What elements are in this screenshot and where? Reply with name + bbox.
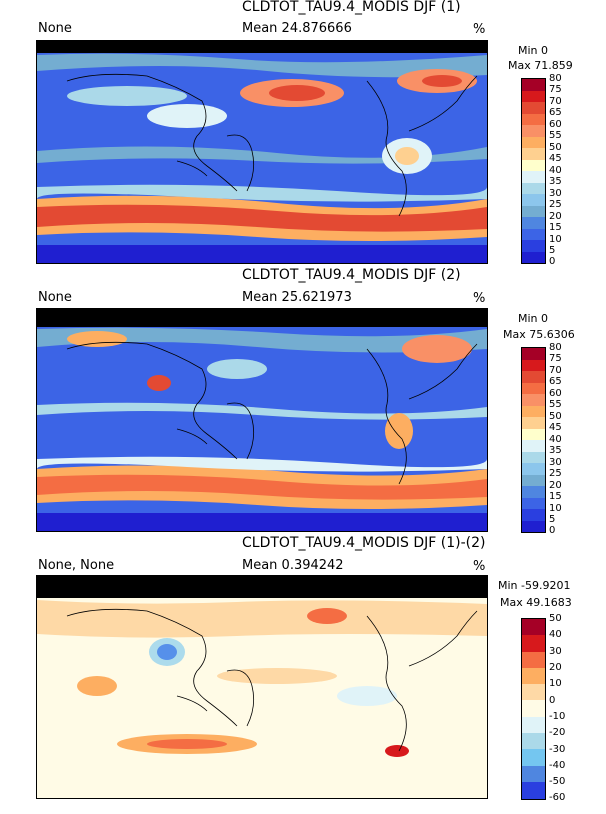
- panel3-tick: 0: [549, 695, 556, 706]
- panel1-tick: 45: [549, 153, 562, 164]
- panel3-tick: -60: [549, 792, 566, 803]
- panel2-tick: 10: [549, 503, 562, 514]
- panel3-tick: 10: [549, 678, 562, 689]
- panel1-tick: 70: [549, 96, 562, 107]
- panel1-tick: 75: [549, 84, 562, 95]
- panel2-tick: 65: [549, 376, 562, 387]
- panel1-tick: 10: [549, 234, 562, 245]
- panel1-tick: 25: [549, 199, 562, 210]
- panel2-tick: 40: [549, 434, 562, 445]
- panel1-tick: 15: [549, 222, 562, 233]
- panel1-tick: 30: [549, 188, 562, 199]
- panel2-unit: %: [473, 291, 486, 306]
- panel3-title: CLDTOT_TAU9.4_MODIS DJF (1)-(2): [242, 535, 486, 551]
- panel3-left-label: None, None: [38, 558, 115, 573]
- panel1-tick: 60: [549, 119, 562, 130]
- panel1-tick: 20: [549, 211, 562, 222]
- panel1-tick: 35: [549, 176, 562, 187]
- panel3-mean: Mean 0.394242: [242, 558, 344, 573]
- panel2-tick: 15: [549, 491, 562, 502]
- panel3-map: [36, 575, 488, 799]
- panel2-tick: 35: [549, 445, 562, 456]
- panel2-title: CLDTOT_TAU9.4_MODIS DJF (2): [242, 267, 461, 283]
- panel2-min: Min 0: [518, 312, 549, 325]
- panel2-left-label: None: [38, 290, 72, 305]
- panel1-max: Max 71.859: [508, 59, 573, 72]
- panel2-tick: 50: [549, 411, 562, 422]
- panel1-tick: 40: [549, 165, 562, 176]
- panel2-tick: 80: [549, 342, 562, 353]
- panel1-min: Min 0: [518, 44, 549, 57]
- panel3-tick: -30: [549, 744, 566, 755]
- panel1-map: [36, 40, 488, 264]
- panel3-tick: 30: [549, 646, 562, 657]
- panel3-tick: 20: [549, 662, 562, 673]
- panel1-colorbar: [521, 78, 546, 264]
- panel2-tick: 75: [549, 353, 562, 364]
- panel3-tick: -20: [549, 727, 566, 738]
- panel2-tick: 30: [549, 457, 562, 468]
- panel1-title: CLDTOT_TAU9.4_MODIS DJF (1): [242, 0, 461, 15]
- panel1-tick: 0: [549, 256, 556, 267]
- panel3-tick: -50: [549, 776, 566, 787]
- panel3-colorbar: [521, 618, 546, 800]
- panel3-tick: 40: [549, 629, 562, 640]
- panel3-min: Min -59.9201: [498, 579, 571, 592]
- panel3-unit: %: [473, 559, 486, 574]
- panel2-tick: 20: [549, 480, 562, 491]
- panel3-tick: -40: [549, 760, 566, 771]
- panel2-mean: Mean 25.621973: [242, 290, 352, 305]
- panel2-tick: 70: [549, 365, 562, 376]
- panel3-tick: -10: [549, 711, 566, 722]
- panel2-colorbar: [521, 347, 546, 533]
- panel1-mean: Mean 24.876666: [242, 21, 352, 36]
- panel2-tick: 5: [549, 514, 556, 525]
- panel3-max: Max 49.1683: [500, 596, 572, 609]
- panel1-tick: 5: [549, 245, 556, 256]
- panel2-tick: 55: [549, 399, 562, 410]
- panel1-unit: %: [473, 22, 486, 37]
- panel2-tick: 60: [549, 388, 562, 399]
- panel2-tick: 25: [549, 468, 562, 479]
- panel1-left-label: None: [38, 21, 72, 36]
- panel1-tick: 65: [549, 107, 562, 118]
- panel2-map: [36, 308, 488, 532]
- panel2-tick: 0: [549, 525, 556, 536]
- panel1-tick: 55: [549, 130, 562, 141]
- panel1-tick: 50: [549, 142, 562, 153]
- panel2-tick: 45: [549, 422, 562, 433]
- panel2-max: Max 75.6306: [503, 328, 575, 341]
- panel1-tick: 80: [549, 73, 562, 84]
- panel3-tick: 50: [549, 613, 562, 624]
